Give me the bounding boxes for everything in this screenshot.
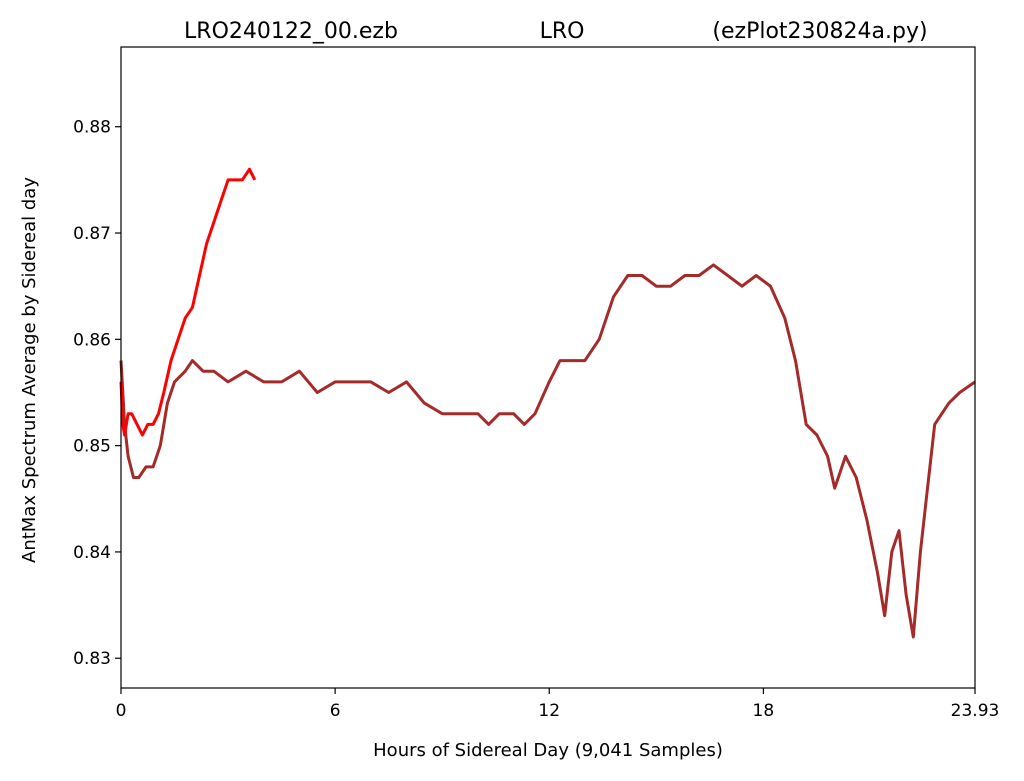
x-tick-label: 0 [116, 701, 127, 721]
x-tick-label: 12 [538, 701, 560, 721]
plot-area [119, 167, 976, 639]
x-axis: 0 6 12 18 23.93 [116, 688, 1000, 721]
y-tick-label: 0.88 [73, 118, 111, 138]
title-part-filename: LRO240122_00.ezb [184, 19, 398, 44]
y-tick-label: 0.86 [73, 330, 111, 350]
y-tick-label: 0.85 [73, 437, 111, 457]
y-tick-label: 0.83 [73, 649, 111, 669]
y-axis: 0.83 0.84 0.85 0.86 0.87 0.88 [73, 118, 121, 669]
x-tick-label: 6 [330, 701, 341, 721]
x-tick-label: 18 [753, 701, 775, 721]
y-axis-label: AntMax Spectrum Average by Sidereal day [19, 177, 40, 563]
y-tick-label: 0.87 [73, 224, 111, 244]
title-part-script: (ezPlot230824a.py) [712, 19, 927, 44]
series-line-1 [119, 167, 257, 437]
series-line-0 [119, 263, 976, 639]
title-part-station: LRO [540, 19, 585, 44]
plot-frame [120, 46, 976, 689]
x-tick-label: 23.93 [951, 701, 1000, 721]
y-tick-label: 0.84 [73, 543, 111, 563]
x-axis-label: Hours of Sidereal Day (9,041 Samples) [373, 740, 723, 761]
chart-title: LRO240122_00.ezb LRO (ezPlot230824a.py) [184, 19, 928, 44]
